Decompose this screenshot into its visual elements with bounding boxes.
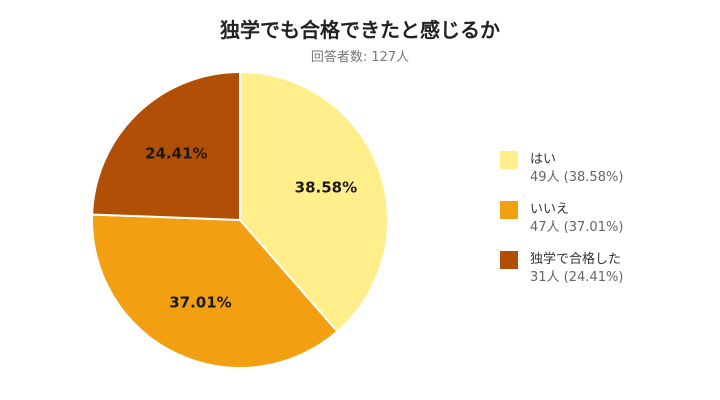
- pie-slice[interactable]: [91, 213, 339, 369]
- legend-count: 31人 (24.41%): [530, 270, 624, 285]
- legend-count: 49人 (38.58%): [530, 170, 624, 185]
- legend-swatch: [500, 151, 518, 169]
- slice-percent-label: 37.01%: [169, 293, 231, 311]
- pie-slice[interactable]: [91, 70, 241, 222]
- legend-swatch: [500, 201, 518, 219]
- slice-percent-label: 24.41%: [145, 144, 207, 162]
- legend-label: いいえ: [530, 202, 570, 217]
- legend-swatch: [500, 251, 518, 269]
- legend-count: 47人 (37.01%): [530, 220, 624, 235]
- pie-slice[interactable]: [239, 70, 389, 333]
- legend-label: はい: [530, 152, 557, 167]
- chart-subtitle: 回答者数: 127人: [310, 50, 410, 65]
- legend-label: 独学で合格した: [530, 252, 622, 267]
- chart-title: 独学でも合格できたと感じるか: [220, 18, 500, 42]
- slice-percent-label: 38.58%: [295, 178, 357, 196]
